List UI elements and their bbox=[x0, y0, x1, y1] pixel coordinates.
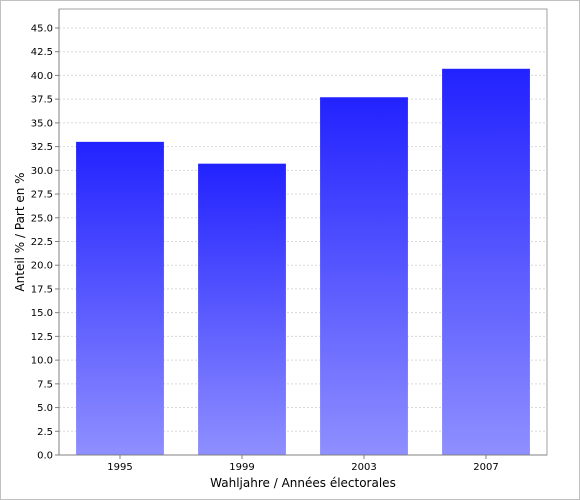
y-tick-label: 5.0 bbox=[37, 403, 53, 414]
x-tick-label: 2007 bbox=[473, 462, 498, 473]
y-tick-label: 12.5 bbox=[31, 332, 53, 343]
y-tick-label: 20.0 bbox=[31, 261, 53, 272]
x-tick-label: 1995 bbox=[107, 462, 132, 473]
y-tick-label: 42.5 bbox=[31, 47, 53, 58]
y-tick-label: 30.0 bbox=[31, 166, 53, 177]
y-tick-label: 25.0 bbox=[31, 213, 53, 224]
x-axis-title: Wahljahre / Années électorales bbox=[210, 476, 396, 490]
y-axis-title: Anteil % / Part en % bbox=[13, 172, 27, 291]
y-tick-label: 35.0 bbox=[31, 118, 53, 129]
y-tick-label: 15.0 bbox=[31, 308, 53, 319]
y-tick-label: 32.5 bbox=[31, 142, 53, 153]
axes: 0.0 2.5 5.0 7.5 10.0 12.5 15.0 17.5 20.0 22.5 25.0… bbox=[31, 9, 547, 473]
bar-1995 bbox=[76, 141, 164, 455]
y-tick-label: 2.5 bbox=[37, 427, 53, 438]
y-tick-label: 27.5 bbox=[31, 190, 53, 201]
y-tick-label: 40.0 bbox=[31, 71, 53, 82]
bars bbox=[76, 68, 530, 456]
bar-2003 bbox=[320, 97, 408, 455]
bar-1999 bbox=[198, 163, 286, 456]
y-tick-label: 45.0 bbox=[31, 23, 53, 34]
bar-2007 bbox=[442, 68, 530, 455]
y-tick-label: 17.5 bbox=[31, 284, 53, 295]
y-tick-label: 10.0 bbox=[31, 356, 53, 367]
y-tick-label: 7.5 bbox=[37, 379, 53, 390]
y-tick-label: 0.0 bbox=[37, 451, 53, 462]
x-tick-label: 1999 bbox=[229, 462, 254, 473]
y-tick-label: 22.5 bbox=[31, 237, 53, 248]
y-tick-label: 37.5 bbox=[31, 95, 53, 106]
x-tick-label: 2003 bbox=[351, 462, 376, 473]
